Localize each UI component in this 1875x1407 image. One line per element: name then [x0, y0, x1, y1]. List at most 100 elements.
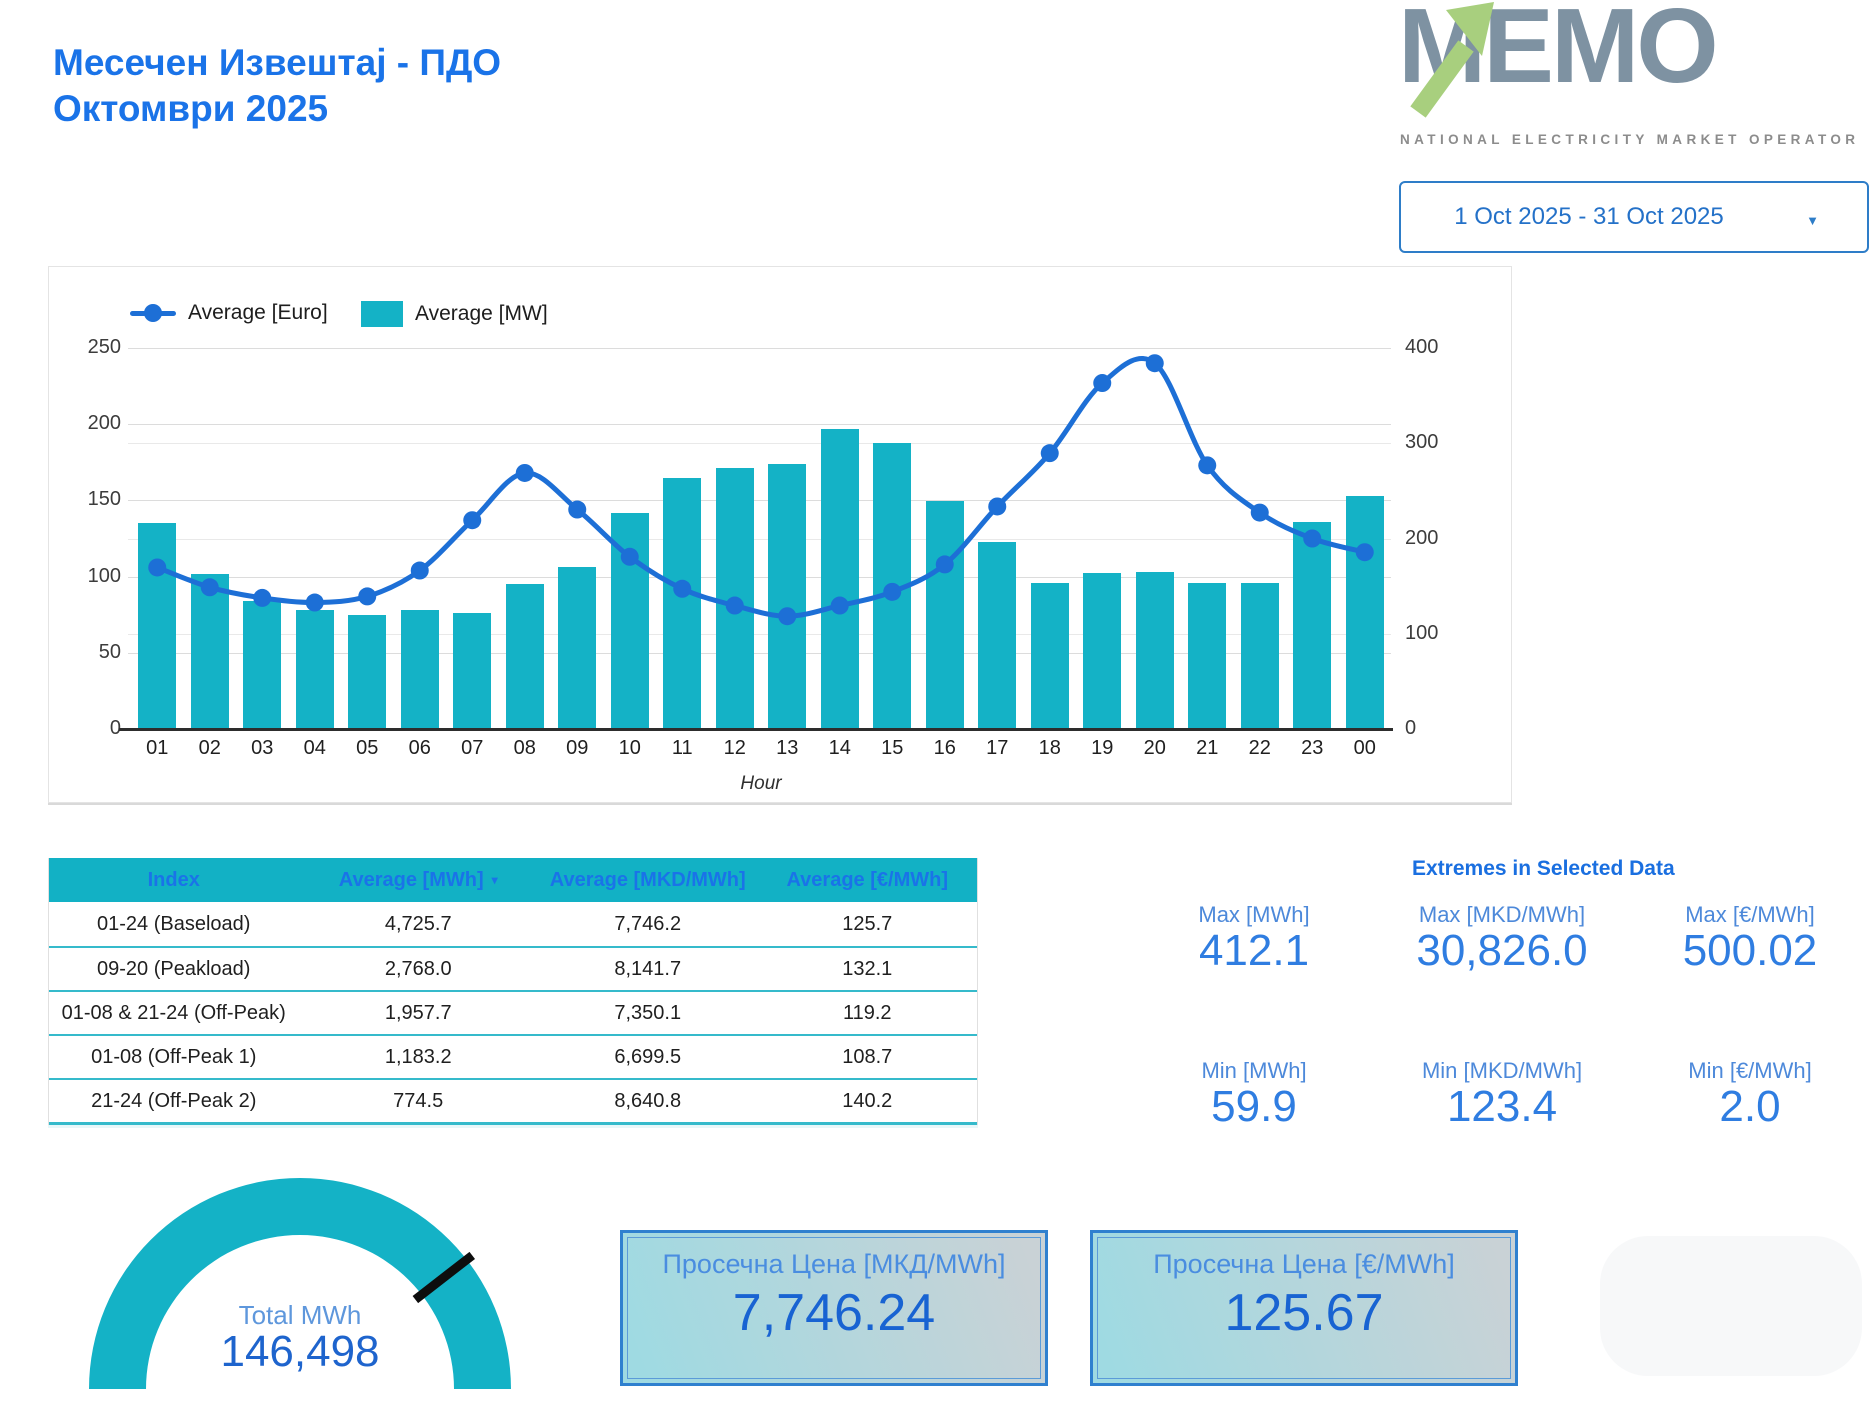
bar-hour-02 [190, 573, 229, 729]
bar-hour-03 [243, 601, 282, 729]
x-tick-05: 05 [356, 737, 379, 759]
bar-hour-18 [1030, 583, 1069, 729]
gauge-label: Total MWh [238, 1300, 362, 1330]
table-cell: 7,350.1 [614, 1001, 682, 1024]
date-range-selector[interactable]: 1 Oct 2025 - 31 Oct 2025 ▼ [1399, 181, 1869, 253]
max-label-0: Max [MWh] [1198, 902, 1310, 927]
line-point-21 [1198, 456, 1217, 475]
bar-hour-00 [1345, 495, 1384, 729]
line-point-22 [1250, 503, 1269, 522]
table-cell: 1,183.2 [384, 1045, 452, 1068]
line-series-swatch-icon [130, 304, 176, 322]
table-cell: 8,141.7 [614, 957, 682, 980]
table-cell: 140.2 [842, 1089, 893, 1112]
total-mwh-gauge: Total MWh 146,498 [88, 1175, 512, 1393]
column-header-3[interactable]: Average [€/MWh] [786, 868, 948, 891]
min-value-0: 59.9 [1211, 1082, 1297, 1131]
min-label-0: Min [MWh] [1201, 1058, 1307, 1083]
avg-price-mkd-label: Просечна Цена [МКД/MWh] [662, 1249, 1006, 1279]
x-tick-08: 08 [513, 737, 536, 759]
x-tick-01: 01 [146, 737, 169, 759]
line-point-19 [1093, 374, 1112, 393]
gridline-left-50 [128, 652, 1391, 654]
table-cell: 1,957.7 [384, 1001, 452, 1024]
chevron-down-icon[interactable]: ▼ [1806, 213, 1819, 228]
bar-hour-19 [1083, 572, 1122, 729]
bar-hour-17 [978, 542, 1017, 729]
gridline-left-200 [128, 424, 1391, 426]
x-tick-16: 16 [933, 737, 956, 759]
legend-item-mw[interactable]: Average [MW] [361, 301, 548, 327]
bar-hour-22 [1240, 583, 1279, 729]
bar-hour-05 [348, 614, 387, 729]
line-point-09 [568, 500, 587, 519]
x-tick-21: 21 [1196, 737, 1219, 759]
table-cell: 01-08 & 21-24 (Off-Peak) [61, 1001, 286, 1024]
x-tick-20: 20 [1143, 737, 1166, 759]
y-axis-left-tick: 250 [87, 336, 121, 358]
bar-hour-16 [925, 501, 964, 729]
x-tick-09: 09 [566, 737, 589, 759]
bar-hour-10 [610, 512, 649, 729]
min-value-2: 2.0 [1719, 1082, 1781, 1131]
min-label-2: Min [€/MWh] [1688, 1058, 1812, 1083]
avg-price-eur-value: 125.67 [1224, 1284, 1384, 1342]
min-value-1: 123.4 [1446, 1082, 1558, 1131]
bar-series-swatch-icon [361, 301, 403, 327]
table-cell: 7,746.2 [614, 912, 682, 935]
extremes-title: Extremes in Selected Data [1412, 857, 1675, 880]
x-tick-11: 11 [671, 737, 693, 759]
y-axis-right-tick: 200 [1405, 526, 1439, 549]
index-averages-table: Index Average [MWh] ▾ Average [MKD/MWh] Aver… [48, 858, 978, 1125]
table-body: 01-24 (Baseload) 4,725.7 7,746.2 125.7 09-20… [49, 902, 977, 1125]
bar-hour-20 [1135, 571, 1174, 729]
x-tick-15: 15 [881, 737, 904, 759]
page-title: Месечен Извештај - ПДО Октомври 2025 [53, 40, 501, 132]
sort-caret-icon[interactable]: ▾ [491, 873, 498, 887]
bar-hour-08 [505, 584, 544, 729]
gauge-tick-marker [412, 1251, 476, 1304]
bar-hour-21 [1188, 583, 1227, 729]
x-tick-07: 07 [461, 737, 484, 759]
gridline-right-200 [128, 538, 1391, 540]
x-tick-17: 17 [986, 737, 1009, 759]
column-header-1[interactable]: Average [MWh] ▾ [338, 868, 498, 891]
table-cell: 132.1 [842, 957, 893, 980]
table-row-2: 01-08 & 21-24 (Off-Peak) 1,957.7 7,350.1 11… [49, 990, 977, 1034]
table-cell: 8,640.8 [614, 1089, 682, 1112]
y-axis-left-tick: 100 [87, 564, 121, 587]
max-label-2: Max [€/MWh] [1685, 902, 1815, 927]
column-header-2[interactable]: Average [MKD/MWh] [549, 868, 746, 891]
table-cell: 119.2 [842, 1001, 892, 1024]
gauge-arc [89, 1178, 511, 1389]
avg-price-eur-label: Просечна Цена [€/MWh] [1153, 1249, 1455, 1279]
background-blob [1600, 1236, 1862, 1376]
table-row-4: 21-24 (Off-Peak 2) 774.5 8,640.8 140.2 [49, 1078, 977, 1122]
table-cell: 2,768.0 [384, 957, 452, 980]
logo-growth-arrow-icon [1410, 2, 1494, 118]
bar-hour-12 [715, 468, 754, 729]
table-cell: 125.7 [842, 912, 893, 935]
gauge-value: 146,498 [220, 1327, 380, 1376]
gauge-band [89, 1178, 511, 1389]
bar-hour-07 [453, 612, 492, 729]
y-axis-right-tick: 300 [1405, 431, 1439, 454]
avg-price-mkd-value: 7,746.24 [732, 1284, 936, 1342]
table-row-0: 01-24 (Baseload) 4,725.7 7,746.2 125.7 [49, 902, 977, 946]
max-value-0: 412.1 [1198, 926, 1310, 975]
bar-hour-11 [663, 477, 702, 729]
table-cell: 6,699.5 [614, 1045, 682, 1068]
table-row-1: 09-20 (Peakload) 2,768.0 8,141.7 132.1 [49, 946, 977, 990]
legend-item-euro[interactable]: Average [Euro] [130, 301, 328, 325]
x-tick-22: 22 [1248, 737, 1271, 759]
bar-hour-14 [820, 428, 859, 729]
page-title-line1: Месечен Извештај - ПДО [53, 42, 502, 83]
x-tick-02: 02 [198, 737, 221, 759]
column-header-0[interactable]: Index [147, 868, 200, 891]
table-cell: 09-20 (Peakload) [97, 957, 251, 980]
avg-price-mkd-card: Просечна Цена [МКД/MWh] 7,746.24 [620, 1230, 1048, 1386]
x-tick-19: 19 [1091, 737, 1114, 759]
bar-hour-13 [768, 464, 807, 729]
legend-label-euro: Average [Euro] [188, 301, 328, 324]
